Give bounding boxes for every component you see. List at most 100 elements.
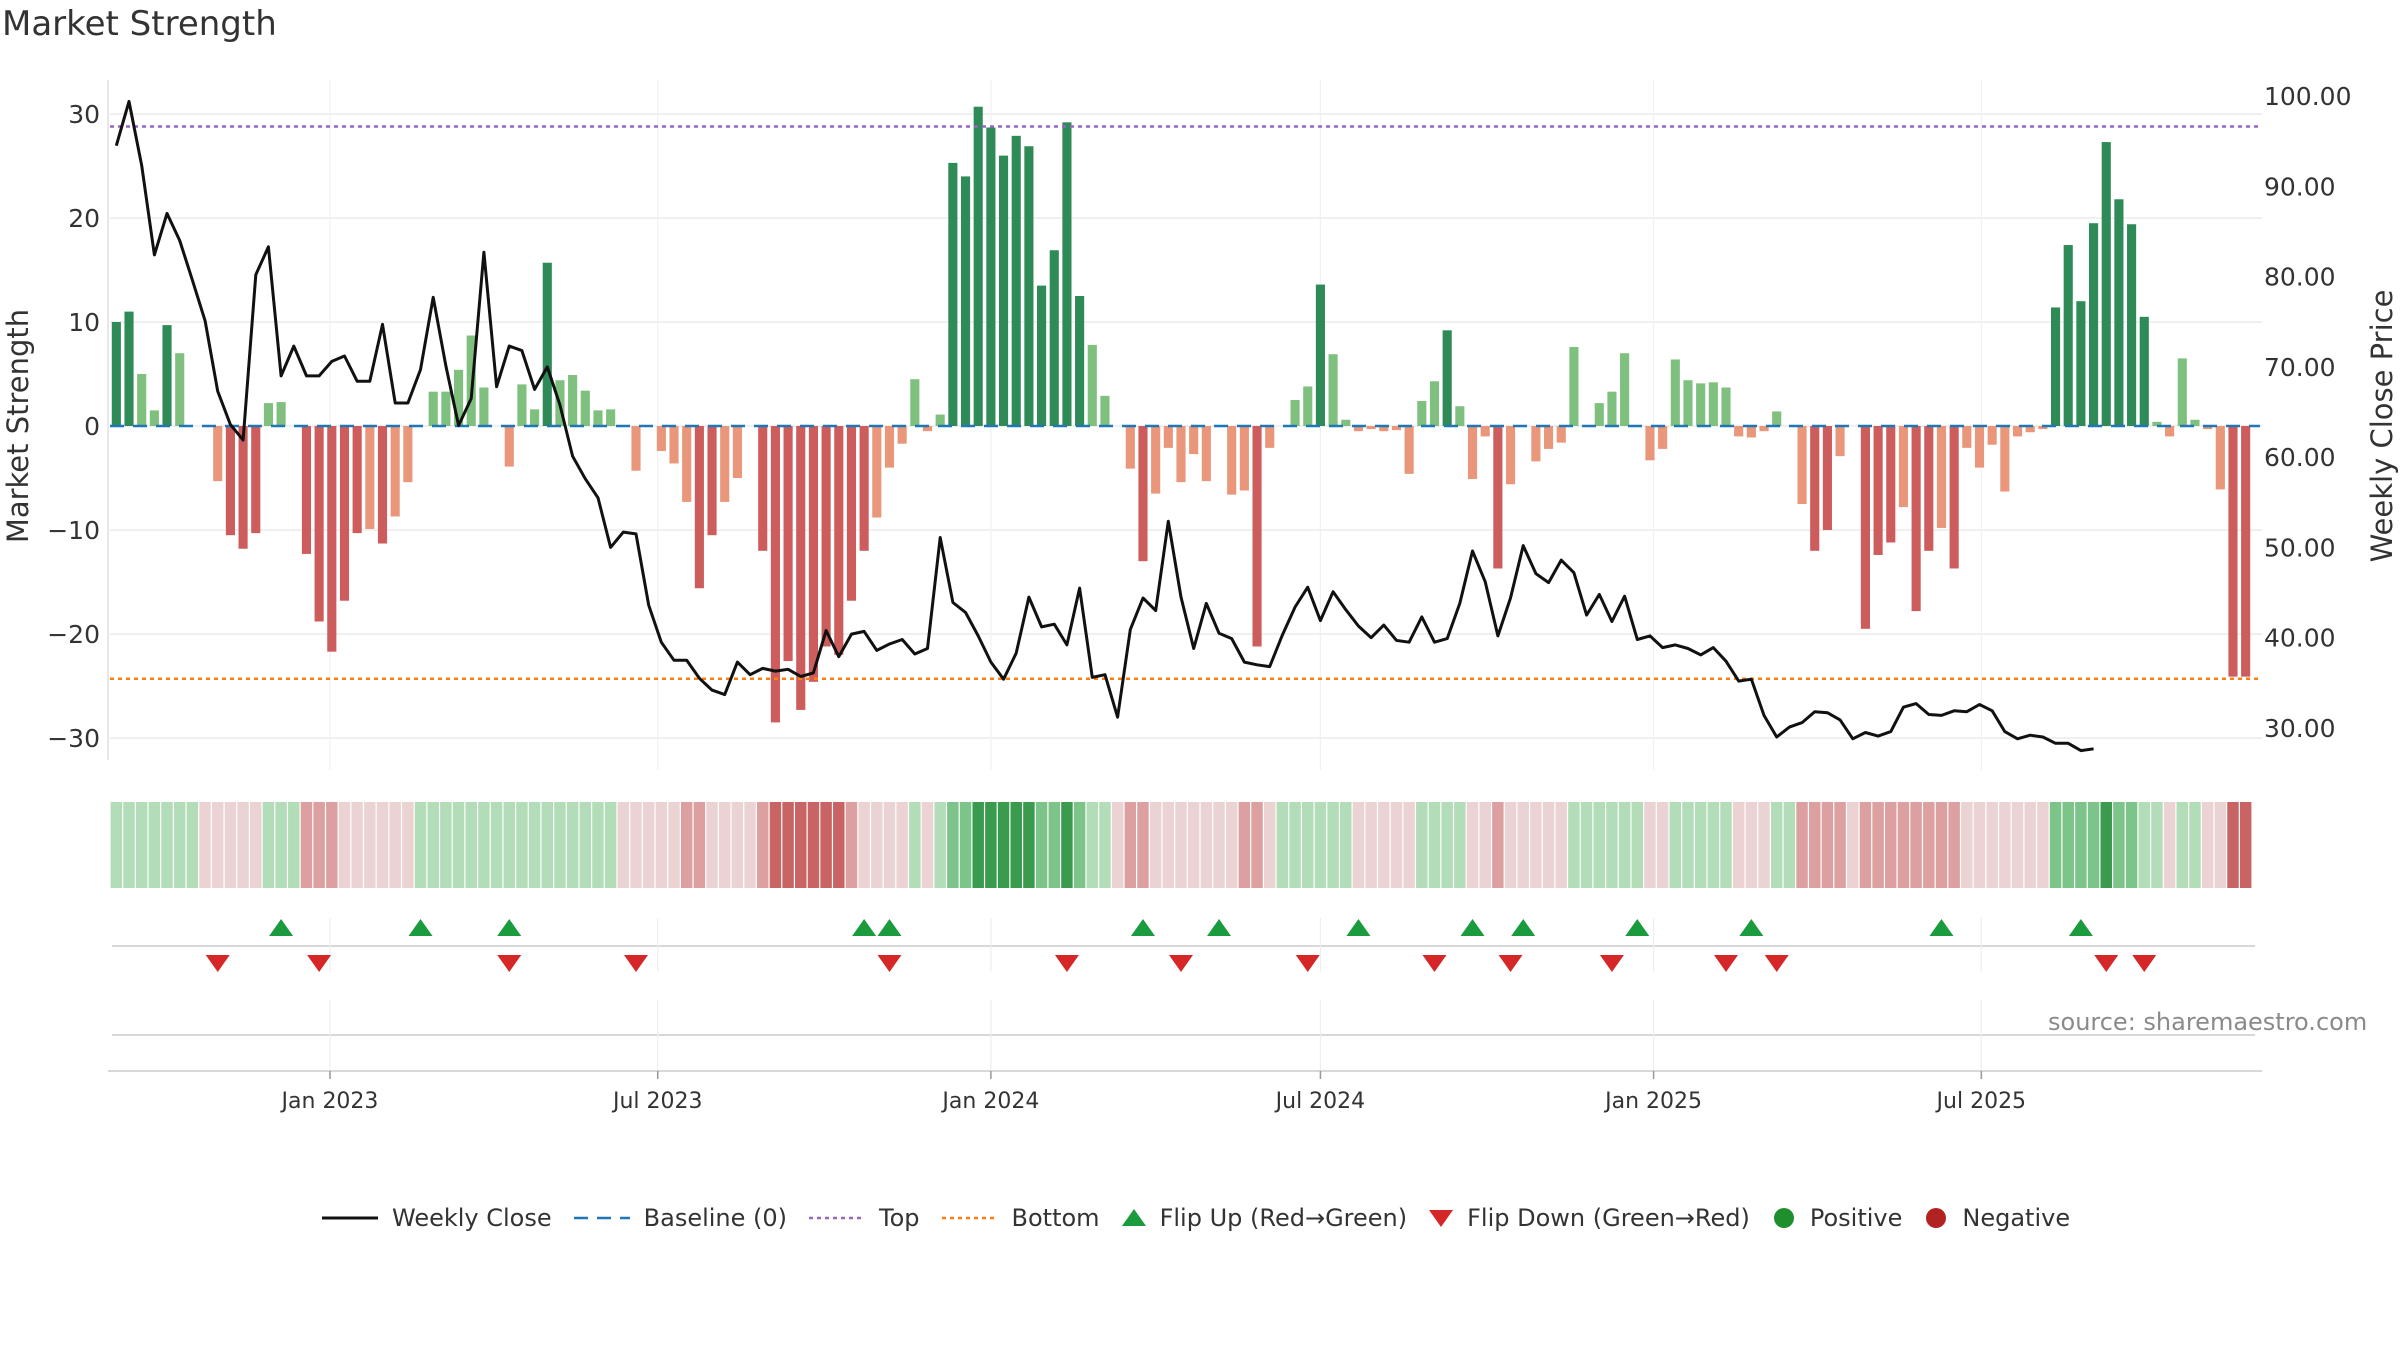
legend-negative-icon — [1926, 1208, 1947, 1228]
strip-cell — [1897, 802, 1910, 888]
bar-positive — [1696, 383, 1706, 426]
bar-negative — [1163, 426, 1173, 448]
bar-positive — [1049, 250, 1059, 426]
bar-negative — [352, 426, 362, 534]
bar-negative — [1543, 426, 1554, 449]
flip-down-marker — [1169, 955, 1193, 972]
strip-cell — [934, 802, 946, 888]
bar-negative — [2038, 426, 2048, 430]
strip-cell — [1783, 802, 1796, 888]
bar-positive — [1721, 387, 1731, 426]
bar-negative — [1822, 426, 1832, 530]
strip-cell — [1732, 802, 1745, 888]
legend-label: Weekly Close — [392, 1204, 552, 1232]
strip-cell — [2113, 802, 2125, 888]
strip-cell — [1542, 802, 1555, 888]
legend-flip-down-icon — [1429, 1210, 1454, 1227]
bar-positive — [1683, 380, 1693, 426]
flip-down-marker — [1054, 955, 1079, 972]
strip-cell — [1961, 802, 1973, 888]
strip-cell — [579, 802, 592, 888]
strip-cell — [1555, 802, 1567, 888]
strip-cell — [376, 802, 389, 888]
bar-positive — [2089, 223, 2099, 426]
strip-cell — [503, 802, 515, 888]
strip-cell — [1035, 802, 1048, 888]
strip-cell — [2075, 802, 2087, 888]
strip-cell — [1124, 802, 1137, 888]
bar-positive — [466, 335, 476, 426]
bar-negative — [796, 426, 806, 710]
strip-cell — [1821, 802, 1834, 888]
strip-cell — [769, 802, 782, 888]
strip-cell — [566, 802, 579, 888]
bar-positive — [1011, 135, 1021, 426]
strip-cell — [1859, 802, 1872, 888]
strip-cell — [173, 802, 186, 888]
bar-negative — [732, 426, 742, 478]
bar-negative — [1493, 426, 1503, 569]
bar-positive — [2139, 316, 2149, 426]
bar-positive — [960, 176, 971, 426]
strip-cell — [985, 802, 997, 888]
bar-negative — [1987, 426, 1997, 445]
strip-cell — [947, 802, 959, 888]
x-tick-label: Jan 2023 — [280, 1089, 379, 1114]
bar-positive — [137, 374, 147, 426]
flip-down-markers — [205, 955, 2157, 972]
strip-cell — [1973, 802, 1986, 888]
strip-cell — [1720, 802, 1732, 888]
legend-label: Top — [879, 1204, 920, 1232]
strip-cell — [110, 802, 123, 888]
strip-cell — [1023, 802, 1035, 888]
bar-negative — [1480, 426, 1490, 437]
strip-cell — [972, 802, 984, 888]
strip-cell — [1302, 802, 1314, 888]
bar-positive — [1024, 146, 1034, 427]
bar-negative — [1189, 426, 1199, 455]
bar-positive — [568, 375, 578, 426]
strip-cell — [1048, 802, 1060, 888]
bar-negative — [1467, 426, 1478, 480]
strip-cell — [1466, 802, 1479, 888]
x-tick-label: Jul 2023 — [611, 1089, 703, 1114]
bar-negative — [1151, 426, 1161, 494]
bar-negative — [884, 426, 895, 468]
bar-positive — [606, 409, 616, 426]
bar-negative — [682, 426, 692, 502]
strip-cell — [845, 802, 858, 888]
y-tick-label: −30 — [47, 724, 100, 753]
strip-cell — [1187, 802, 1200, 888]
y-tick-label: 30 — [68, 100, 100, 129]
bar-negative — [834, 426, 844, 655]
legend-label: Positive — [1809, 1204, 1903, 1232]
bar-positive — [441, 391, 451, 426]
strip-cell — [1428, 802, 1441, 888]
bar-negative — [669, 426, 679, 464]
bar-positive — [1429, 381, 1440, 426]
bar-negative — [213, 426, 223, 482]
bar-positive — [2127, 224, 2137, 426]
strip-cell — [668, 802, 680, 888]
strip-cell — [1682, 802, 1694, 888]
strip-cell — [883, 802, 896, 888]
strip-cell — [1238, 802, 1251, 888]
flip-down-marker — [2132, 955, 2157, 972]
y2-tick-label: 50.00 — [2264, 533, 2336, 562]
strip-cell — [1454, 802, 1466, 888]
strip-cell — [2176, 802, 2189, 888]
bar-positive — [276, 402, 286, 426]
bar-positive — [1569, 346, 1579, 426]
strip-cell — [1263, 802, 1276, 888]
strip-cell — [351, 802, 363, 888]
x-tick-label: Jul 2025 — [1935, 1089, 2027, 1114]
strip-cell — [706, 802, 718, 888]
bar-positive — [2063, 245, 2073, 426]
bar-negative — [1227, 426, 1237, 495]
strip-cell — [186, 802, 199, 888]
y-tick-label: −20 — [47, 620, 100, 649]
strip-cell — [909, 802, 921, 888]
bar-negative — [1201, 426, 1211, 482]
bar-negative — [225, 426, 235, 536]
legend-label: Baseline (0) — [643, 1204, 788, 1232]
